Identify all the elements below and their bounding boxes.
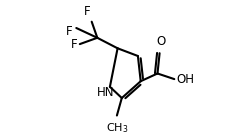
Text: F: F	[70, 38, 77, 51]
Text: F: F	[66, 24, 73, 38]
Text: F: F	[84, 4, 90, 18]
Text: O: O	[156, 35, 166, 48]
Text: OH: OH	[176, 73, 194, 86]
Text: HN: HN	[97, 86, 114, 99]
Text: CH$_3$: CH$_3$	[106, 121, 128, 135]
